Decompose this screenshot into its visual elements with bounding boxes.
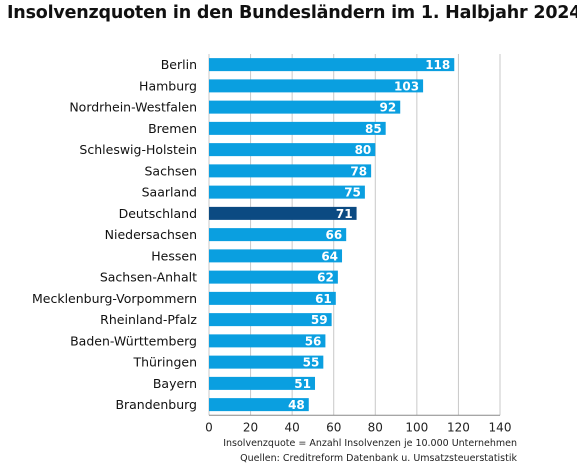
bar [209,185,365,199]
category-label: Rheinland-Pfalz [100,312,197,327]
category-label: Niedersachsen [105,227,197,242]
bar-value-label: 55 [303,356,320,370]
bar-value-label: 85 [365,122,382,136]
bar-value-label: 75 [344,186,361,200]
bar [209,79,424,93]
bar [209,143,376,157]
bar-value-label: 51 [294,377,311,391]
bar-value-label: 71 [336,207,353,221]
bar [209,270,338,284]
bar-value-label: 48 [288,398,305,412]
bar-value-label: 103 [394,79,419,93]
category-label: Mecklenburg-Vorpommern [32,291,197,306]
x-tick-label: 80 [368,420,383,434]
x-tick-label: 100 [405,420,428,434]
category-label: Deutschland [119,206,197,221]
category-label: Bremen [148,121,197,136]
footnote-sources: Quellen: Creditreform Datenbank u. Umsat… [240,453,517,464]
bar-value-label: 92 [380,101,397,115]
x-tick-label: 20 [243,420,258,434]
category-labels: Berlin Hamburg Nordrhein-Westfalen Bremen Sc… [32,57,197,412]
category-label: Nordrhein-Westfalen [69,100,197,115]
bar-value-label: 56 [305,334,322,348]
bar [209,206,357,220]
category-label: Thüringen [132,355,197,370]
bar [209,398,309,412]
bar-value-label: 59 [311,313,328,327]
x-tick-label: 140 [489,420,512,434]
bar [209,121,386,135]
bar [209,100,401,114]
category-label: Brandenburg [115,397,197,412]
category-label: Saarland [142,185,197,200]
bar-value-label: 64 [321,249,338,263]
category-label: Hamburg [139,78,197,93]
bar [209,355,324,369]
bar [209,58,455,72]
x-tick-label: 40 [285,420,300,434]
category-label: Berlin [161,57,197,72]
category-label: Hessen [151,248,197,263]
bar [209,334,326,348]
footnote-definition: Insolvenzquote = Anzahl Insolvenzen je 1… [223,438,517,449]
x-tick-label: 0 [205,420,213,434]
bar-value-label: 62 [317,271,334,285]
bars: 118 103 92 85 80 78 75 71 66 64 62 61 59 56 55 51 48 [209,58,455,412]
bar [209,313,332,327]
footnote: Insolvenzquote = Anzahl Insolvenzen je 1… [223,436,517,466]
category-label: Bayern [153,376,197,391]
x-tick-label: 120 [447,420,470,434]
category-label: Schleswig-Holstein [79,142,197,157]
bar-value-label: 80 [355,143,372,157]
bar-value-label: 66 [325,228,342,242]
bar [209,376,316,390]
chart-title: Insolvenzquoten in den Bundesländern im … [7,3,577,23]
category-label: Sachsen-Anhalt [100,270,197,285]
x-axis: 0 20 40 60 80 100 120 140 [205,414,512,434]
bar [209,291,336,305]
bar-value-label: 118 [425,58,450,72]
bar [209,228,347,242]
category-label: Baden-Württemberg [70,333,197,348]
bar [209,249,343,263]
x-tick-label: 60 [326,420,341,434]
bar-value-label: 61 [315,292,332,306]
bar-value-label: 78 [350,164,367,178]
category-label: Sachsen [144,163,197,178]
bar [209,164,372,178]
